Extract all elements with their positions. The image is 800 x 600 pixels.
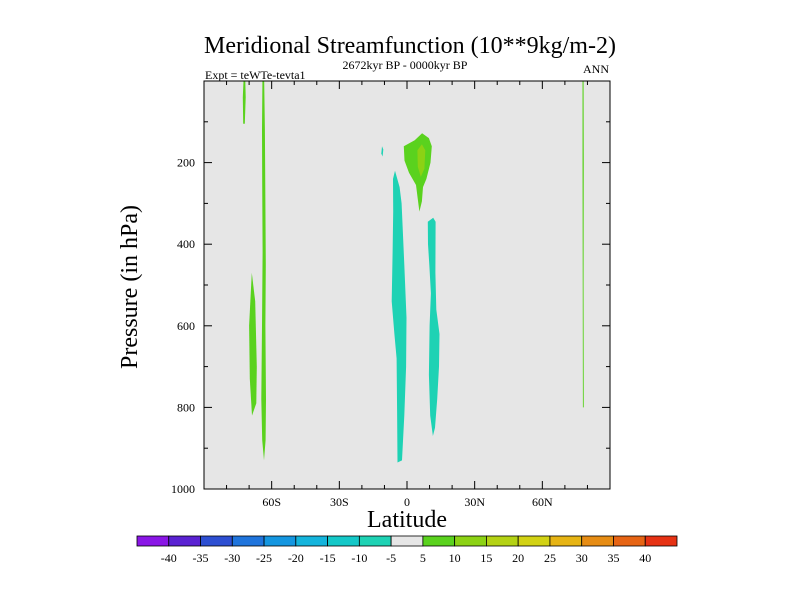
- colorbar-swatch: [644, 535, 678, 547]
- y-tick-label: 800: [177, 400, 195, 414]
- colorbar-label: -35: [193, 551, 209, 565]
- colorbar-label: -30: [224, 551, 240, 565]
- y-tick-label: 200: [177, 156, 195, 170]
- y-tick-label: 600: [177, 319, 195, 333]
- colorbar-label: -15: [320, 551, 336, 565]
- colorbar-swatch: [136, 535, 170, 547]
- contour-region-sh-lobe-65s: [249, 272, 257, 416]
- colorbar-label: 25: [544, 551, 556, 565]
- contour-region-eq-speck: [381, 146, 384, 157]
- colorbar-swatch: [422, 535, 456, 547]
- colorbar-swatch: [549, 535, 583, 547]
- x-axis-label: Latitude: [367, 507, 447, 533]
- colorbar-label: -40: [161, 551, 177, 565]
- colorbar-swatch: [168, 535, 201, 547]
- time-range-label: 2672kyr BP - 0000kyr BP: [343, 58, 468, 72]
- colorbar-swatch: [581, 535, 614, 547]
- x-tick-label: 30N: [464, 495, 485, 509]
- y-axis-label: Pressure (in hPa): [117, 205, 143, 369]
- x-tick-label: 60S: [262, 495, 281, 509]
- season-label: ANN: [583, 62, 609, 76]
- colorbar-label: -10: [351, 551, 367, 565]
- colorbar-swatch: [517, 535, 551, 547]
- colorbar-swatch: [358, 535, 392, 547]
- x-tick-label: 0: [404, 495, 410, 509]
- colorbar-swatch: [454, 535, 487, 547]
- y-tick-label: 1000: [171, 482, 195, 496]
- colorbar-label: 5: [420, 551, 426, 565]
- colorbar-swatch: [486, 535, 519, 547]
- colorbar-label: -20: [288, 551, 304, 565]
- colorbar-label: 30: [576, 551, 588, 565]
- chart-title: Meridional Streamfunction (10**9kg/m-2): [204, 33, 616, 59]
- colorbar-swatch: [390, 535, 424, 547]
- colorbar-swatch: [200, 535, 233, 547]
- colorbar-label: 40: [639, 551, 651, 565]
- colorbar-swatch: [231, 535, 265, 547]
- colorbar-label: -5: [386, 551, 396, 565]
- contour-region-upper-cell-inner: [417, 144, 426, 177]
- plot-axes: 60S 30S 0 30N 60N 200 400 600 800 1000: [171, 80, 611, 509]
- contour-region-eq-south-column: [391, 170, 407, 463]
- contour-regions: [242, 81, 584, 463]
- colorbar-label: -25: [256, 551, 272, 565]
- colorbar-swatch: [263, 535, 297, 547]
- x-tick-label: 60N: [532, 495, 553, 509]
- colorbar-swatch: [327, 535, 360, 547]
- colorbar-label: 20: [512, 551, 524, 565]
- x-tick-label: 30S: [330, 495, 349, 509]
- colorbar-label: 35: [607, 551, 619, 565]
- colorbar: -40 -35 -30 -25 -20 -15 -10 -5 5 10 15 20 25 30 35 40: [136, 535, 678, 565]
- experiment-label: Expt = teWTe-tevta1: [205, 68, 306, 82]
- colorbar-swatch: [295, 535, 328, 547]
- contour-region-eq-north-column: [427, 217, 440, 436]
- colorbar-swatch: [613, 535, 646, 547]
- colorbar-label: 10: [449, 551, 461, 565]
- contour-region-nh-band-right: [582, 81, 584, 408]
- y-tick-label: 400: [177, 237, 195, 251]
- contour-region-sh-strip-60s: [261, 81, 266, 461]
- contour-region-nh-band-upper: [242, 81, 246, 124]
- colorbar-label: 15: [480, 551, 492, 565]
